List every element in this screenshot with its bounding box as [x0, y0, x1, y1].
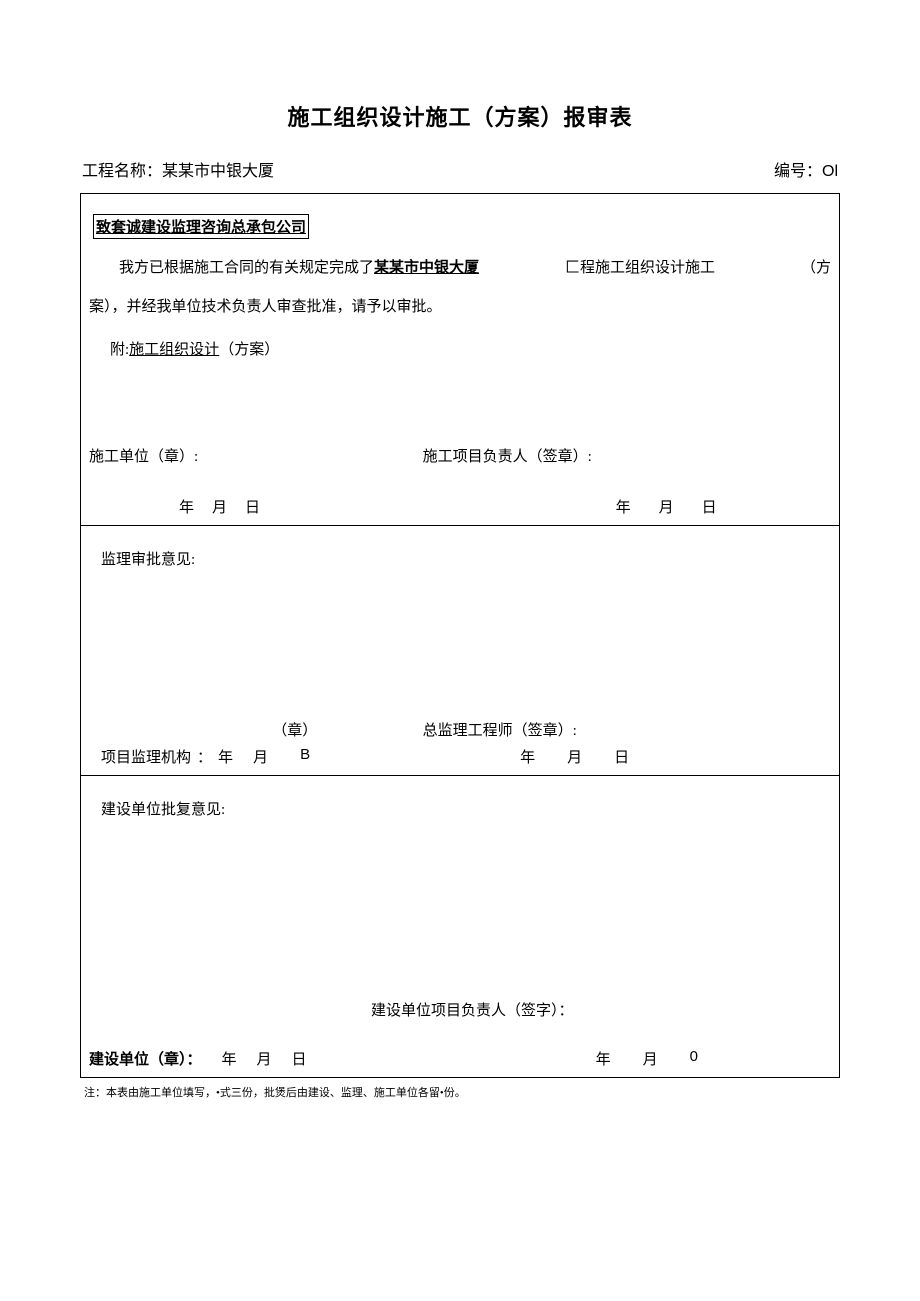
day-label: 日 — [702, 496, 717, 517]
attachment-line: 附:施工组织设计（方案） — [110, 335, 831, 365]
header-row: 工程名称：某某市中银大厦 编号：Ol — [80, 157, 840, 181]
attach-suffix: （方案） — [219, 342, 279, 358]
document-number-field: 编号：Ol — [774, 157, 838, 181]
supervision-org-label: 项目监理机构 — [101, 746, 191, 767]
month-label: 月 — [257, 1048, 272, 1069]
application-paragraph: 我方已根据施工合同的有关规定完成了某某市中银大厦 匚程施工组织设计施工 （方 案… — [89, 249, 831, 327]
para-text-1: 我方已根据施工合同的有关规定完成了 — [89, 249, 374, 288]
month-label: 月 — [643, 1048, 658, 1069]
attach-prefix: 附: — [110, 342, 129, 358]
attach-name: 施工组织设计 — [129, 342, 219, 358]
year-label: 年 — [218, 746, 233, 767]
date-row-2: 项目监理机构 ： 年 月 B 年 月 日 — [89, 746, 831, 767]
document-title: 施工组织设计施工（方案）报审表 — [80, 100, 840, 132]
para-text-4: 案），并经我单位技术负责人审查批准，请予以审批。 — [89, 288, 831, 327]
month-label: 月 — [659, 496, 674, 517]
day-label-b: B — [300, 746, 310, 767]
owner-unit-stamp-label: 建设单位（章）： — [89, 1048, 202, 1069]
owner-opinion-label: 建设单位批复意见: — [101, 798, 831, 819]
section-application: 致套诚建设监理咨询总承包公司 我方已根据施工合同的有关规定完成了某某市中银大厦 … — [80, 194, 839, 526]
signature-block-2: （章） 总监理工程师（签章）: 项目监理机构 ： 年 月 B 年 月 日 — [89, 719, 831, 767]
year-label: 年 — [616, 496, 631, 517]
form-table: 致套诚建设监理咨询总承包公司 我方已根据施工合同的有关规定完成了某某市中银大厦 … — [80, 193, 840, 1078]
date-right-1: 年 月 日 — [401, 496, 831, 517]
project-name: 某某市中银大厦 — [162, 163, 274, 180]
signature-block-1: 施工单位（章）: 年 月 日 施工项目负责人（签章）: 年 月 日 — [89, 445, 831, 517]
year-label: 年 — [179, 496, 194, 517]
year-label: 年 — [222, 1048, 237, 1069]
para-text-3: （方 — [801, 249, 831, 288]
zero-mark: 0 — [690, 1048, 698, 1069]
day-label: 日 — [245, 496, 260, 517]
section-supervision: 监理审批意见: （章） 总监理工程师（签章）: 项目监理机构 ： 年 月 B 年… — [80, 526, 839, 776]
para-project-name: 某某市中银大厦 — [374, 260, 479, 276]
section-owner: 建设单位批复意见: 建设单位项目负责人（签字）： 建设单位（章）： 年 月 日 … — [80, 776, 839, 1077]
construction-manager-signature-label: 施工项目负责人（签章）: — [401, 445, 831, 466]
project-label: 工程名称： — [82, 163, 162, 180]
supervision-opinion-label: 监理审批意见: — [101, 548, 831, 569]
owner-manager-signature-label: 建设单位项目负责人（签字）： — [89, 999, 831, 1020]
month-label: 月 — [567, 746, 582, 767]
day-label: 日 — [292, 1048, 307, 1069]
footnote: 注：本表由施工单位填写，•式三份，批煲后由建设、监理、施工单位各留•份。 — [80, 1084, 840, 1100]
date-left-1: 年 月 日 — [89, 496, 401, 517]
month-label: 月 — [253, 746, 268, 767]
day-label: 日 — [614, 746, 629, 767]
para-text-2: 匚程施工组织设计施工 — [565, 249, 715, 288]
number-value: Ol — [822, 163, 838, 180]
year-label: 年 — [520, 746, 535, 767]
year-label: 年 — [596, 1048, 611, 1069]
month-label: 月 — [212, 496, 227, 517]
chief-supervisor-signature-label: 总监理工程师（签章）: — [401, 719, 831, 740]
supervision-stamp-label: （章） — [89, 719, 401, 740]
project-name-field: 工程名称：某某市中银大厦 — [82, 157, 274, 181]
signature-block-3: 建设单位项目负责人（签字）： 建设单位（章）： 年 月 日 年 月 0 — [89, 999, 831, 1069]
addressee: 致套诚建设监理咨询总承包公司 — [93, 214, 309, 239]
colon: ： — [197, 746, 212, 767]
construction-unit-stamp-label: 施工单位（章）: — [89, 445, 401, 466]
number-label: 编号： — [774, 163, 822, 180]
